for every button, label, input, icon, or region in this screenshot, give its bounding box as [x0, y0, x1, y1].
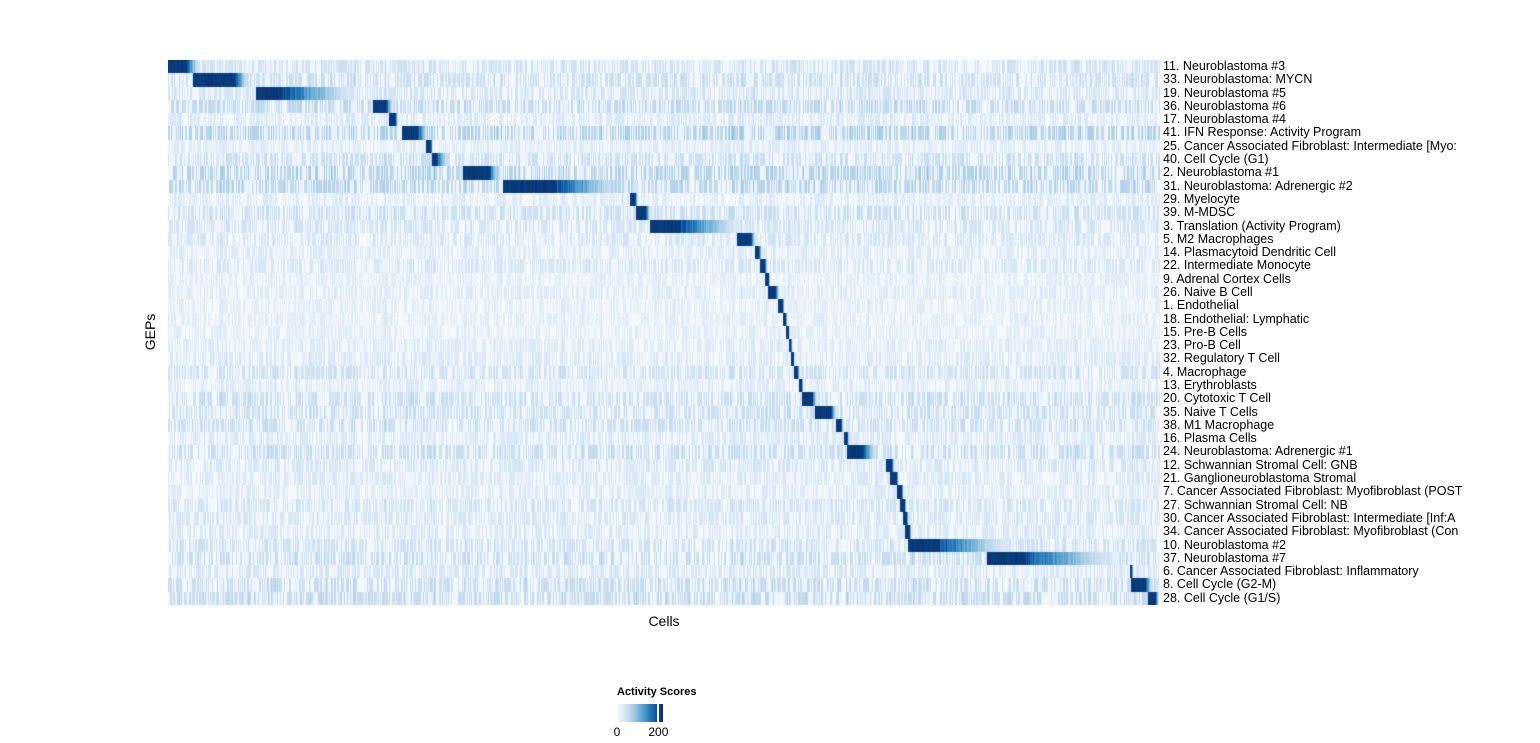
- row-label: 14. Plasmacytoid Dendritic Cell: [1163, 245, 1336, 260]
- row-label: 12. Schwannian Stromal Cell: GNB: [1163, 457, 1358, 472]
- legend-tick-mark: [657, 704, 660, 722]
- row-label: 23. Pro-B Cell: [1163, 338, 1241, 353]
- row-label: 2. Neuroblastoma #1: [1163, 165, 1280, 180]
- row-label: 31. Neuroblastoma: Adrenergic #2: [1163, 178, 1353, 193]
- row-label: 26. Naive B Cell: [1163, 284, 1253, 299]
- heatmap-canvas: [168, 60, 1160, 605]
- row-label: 6. Cancer Associated Fibroblast: Inflamm…: [1163, 564, 1419, 579]
- y-axis-label: GEPs: [142, 313, 158, 351]
- row-label: 7. Cancer Associated Fibroblast: Myofibr…: [1163, 484, 1463, 499]
- row-label: 20. Cytotoxic T Cell: [1163, 391, 1271, 406]
- legend-title: Activity Scores: [617, 686, 697, 698]
- legend-tick-label: 200: [648, 725, 669, 739]
- row-label: 37. Neuroblastoma #7: [1163, 550, 1286, 565]
- row-label: 33. Neuroblastoma: MYCN: [1163, 72, 1313, 87]
- row-label: 3. Translation (Activity Program): [1163, 218, 1341, 233]
- row-label: 18. Endothelial: Lymphatic: [1163, 311, 1310, 326]
- row-label: 21. Ganglioneuroblastoma Stromal: [1163, 471, 1357, 486]
- row-label: 36. Neuroblastoma #6: [1163, 98, 1286, 113]
- row-label: 22. Intermediate Monocyte: [1163, 258, 1311, 273]
- row-label: 28. Cell Cycle (G1/S): [1163, 590, 1281, 605]
- row-label: 8. Cell Cycle (G2-M): [1163, 577, 1277, 592]
- row-label: 34. Cancer Associated Fibroblast: Myofib…: [1163, 524, 1459, 539]
- row-label: 15. Pre-B Cells: [1163, 324, 1248, 339]
- x-axis-label: Cells: [648, 613, 680, 629]
- row-label: 4. Macrophage: [1163, 364, 1247, 379]
- row-label: 30. Cancer Associated Fibroblast: Interm…: [1163, 510, 1456, 525]
- row-label: 11. Neuroblastoma #3: [1163, 60, 1286, 73]
- row-label: 10. Neuroblastoma #2: [1163, 537, 1286, 552]
- legend-tick-label: 0: [613, 725, 621, 739]
- row-label: 13. Erythroblasts: [1163, 378, 1257, 393]
- row-label: 16. Plasma Cells: [1163, 431, 1257, 446]
- legend-tick-labels: 0 200: [613, 725, 669, 739]
- row-label: 24. Neuroblastoma: Adrenergic #1: [1163, 444, 1353, 459]
- activity-scores-legend: Activity Scores 0 200: [613, 686, 697, 739]
- row-label: 27. Schwannian Stromal Cell: NB: [1163, 497, 1348, 512]
- row-label: 40. Cell Cycle (G1): [1163, 152, 1269, 167]
- row-label: 5. M2 Macrophages: [1163, 231, 1274, 246]
- row-label: 1. Endothelial: [1163, 298, 1239, 313]
- row-label: 19. Neuroblastoma #5: [1163, 85, 1286, 100]
- row-label: 9. Adrenal Cortex Cells: [1163, 271, 1291, 286]
- gep-row-labels: 11. Neuroblastoma #3 33. Neuroblastoma: M…: [1163, 60, 1540, 607]
- legend-colorbar: [617, 704, 663, 722]
- row-label: 29. Myelocyte: [1163, 191, 1241, 206]
- row-label: 35. Naive T Cells: [1163, 404, 1258, 419]
- row-label: 32. Regulatory T Cell: [1163, 351, 1280, 366]
- row-label: 41. IFN Response: Activity Program: [1163, 125, 1361, 140]
- row-label: 38. M1 Macrophage: [1163, 417, 1275, 432]
- row-label: 39. M-MDSC: [1163, 205, 1236, 220]
- row-label: 17. Neuroblastoma #4: [1163, 112, 1286, 127]
- row-label: 25. Cancer Associated Fibroblast: Interm…: [1163, 138, 1457, 153]
